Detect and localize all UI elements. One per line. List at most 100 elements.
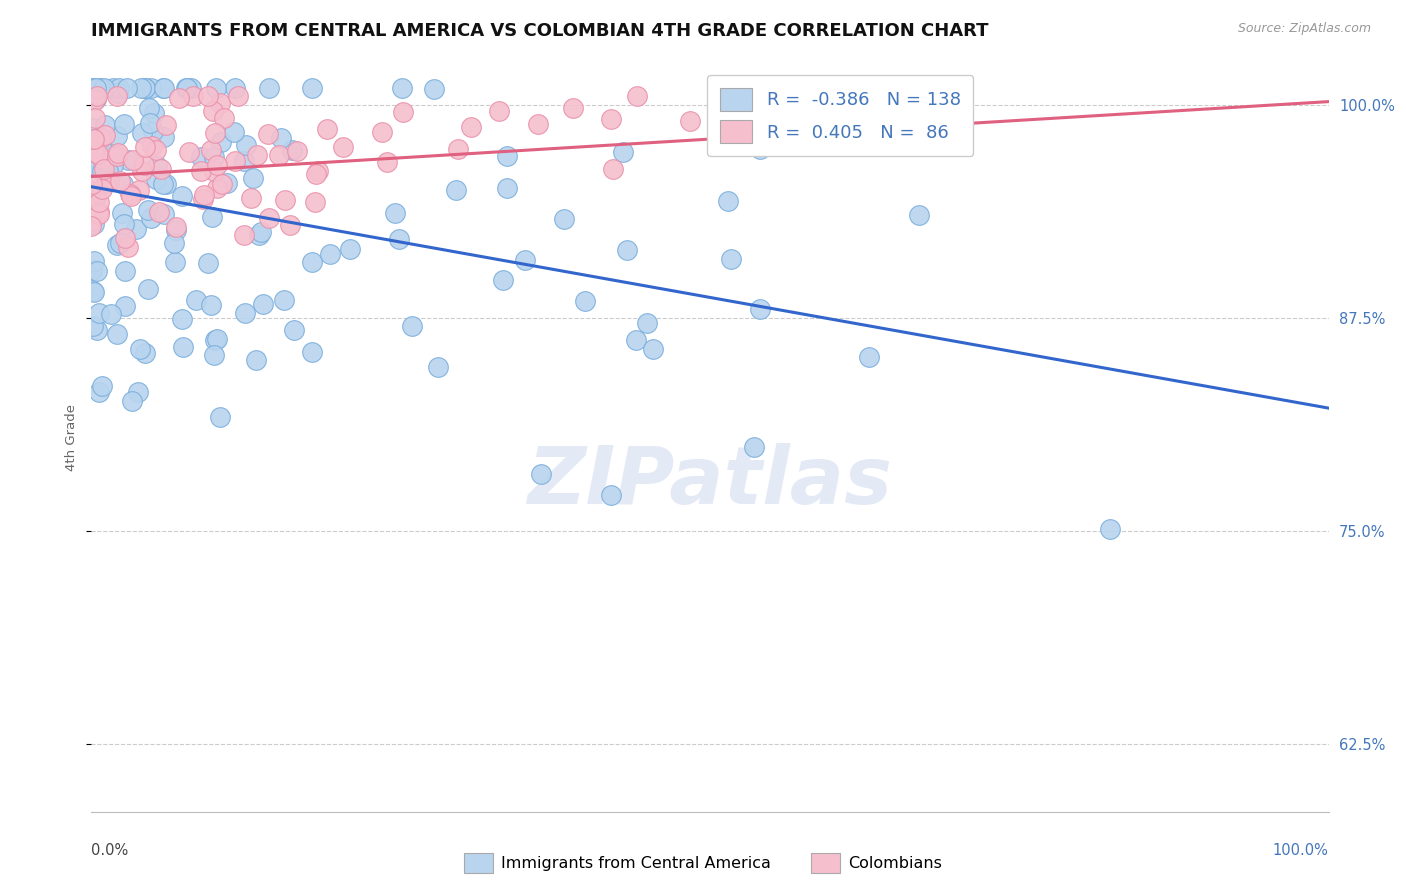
Point <box>211 177 233 191</box>
Point <box>146 159 169 173</box>
Point <box>82 285 104 299</box>
Point <box>426 359 449 374</box>
Point <box>82 81 104 95</box>
Point <box>201 103 224 118</box>
Point <box>114 299 136 313</box>
Point <box>626 334 648 348</box>
Point <box>120 186 142 201</box>
Point <box>91 163 114 178</box>
Point <box>128 342 150 356</box>
Point <box>136 202 159 217</box>
Point <box>200 298 222 312</box>
Point <box>215 176 238 190</box>
Point <box>100 307 122 321</box>
Point <box>87 306 110 320</box>
Point <box>108 81 131 95</box>
Point <box>190 163 212 178</box>
Point <box>181 89 204 103</box>
Point <box>136 282 159 296</box>
Point <box>90 131 112 145</box>
Point <box>267 148 290 162</box>
Point <box>375 154 398 169</box>
Point <box>170 311 193 326</box>
Point <box>163 235 186 250</box>
Point <box>80 219 103 233</box>
Point <box>304 195 326 210</box>
Point <box>84 93 107 107</box>
Point <box>98 173 121 187</box>
Point <box>128 183 150 197</box>
Point <box>80 177 103 191</box>
Point <box>94 128 117 142</box>
Point <box>112 177 135 191</box>
Point <box>186 293 208 308</box>
Point <box>748 142 770 156</box>
Point <box>529 467 551 481</box>
Point <box>401 318 423 333</box>
Point <box>97 163 120 178</box>
Point <box>87 147 110 161</box>
Point <box>105 129 128 144</box>
Point <box>224 153 246 168</box>
Point <box>280 143 302 157</box>
Point <box>233 154 256 169</box>
Point <box>127 384 149 399</box>
Point <box>252 297 274 311</box>
Point <box>274 194 297 208</box>
Point <box>93 81 115 95</box>
Point <box>491 273 513 287</box>
Point <box>247 227 270 242</box>
Legend: Immigrants from Central America, Colombians: Immigrants from Central America, Colombi… <box>458 847 948 880</box>
Point <box>205 81 228 95</box>
Point <box>720 252 742 266</box>
Point <box>131 163 153 178</box>
Point <box>87 206 110 220</box>
Point <box>89 81 111 95</box>
Point <box>204 333 226 347</box>
Point <box>110 205 132 219</box>
Point <box>599 487 621 501</box>
Point <box>717 194 740 208</box>
Point <box>148 205 170 219</box>
Point <box>200 143 222 157</box>
Point <box>86 323 108 337</box>
Point <box>139 116 162 130</box>
Point <box>125 222 148 236</box>
Point <box>600 112 623 126</box>
Point <box>145 171 167 186</box>
Point <box>391 81 413 95</box>
Point <box>222 125 245 139</box>
Point <box>226 89 249 103</box>
Point <box>332 140 354 154</box>
Point <box>173 340 195 354</box>
Point <box>553 211 575 226</box>
Point <box>165 219 187 234</box>
Point <box>197 89 219 103</box>
Point <box>94 177 117 191</box>
Point <box>101 81 124 95</box>
Text: IMMIGRANTS FROM CENTRAL AMERICA VS COLOMBIAN 4TH GRADE CORRELATION CHART: IMMIGRANTS FROM CENTRAL AMERICA VS COLOM… <box>91 22 988 40</box>
Point <box>460 120 482 134</box>
Point <box>153 207 176 221</box>
Point <box>205 333 228 347</box>
Point <box>107 86 129 100</box>
Text: Source: ZipAtlas.com: Source: ZipAtlas.com <box>1237 22 1371 36</box>
Point <box>80 160 103 174</box>
Point <box>149 161 172 176</box>
Point <box>89 195 111 210</box>
Point <box>641 342 664 356</box>
Point <box>82 132 104 146</box>
Point <box>233 306 256 320</box>
Point <box>371 125 394 139</box>
Point <box>749 302 772 317</box>
Point <box>153 81 176 95</box>
Point <box>105 326 128 341</box>
Point <box>257 211 280 226</box>
Point <box>84 189 107 203</box>
Point <box>176 81 198 95</box>
Point <box>121 153 143 168</box>
Point <box>91 145 114 159</box>
Point <box>202 348 225 362</box>
Point <box>574 294 596 309</box>
Point <box>86 89 108 103</box>
